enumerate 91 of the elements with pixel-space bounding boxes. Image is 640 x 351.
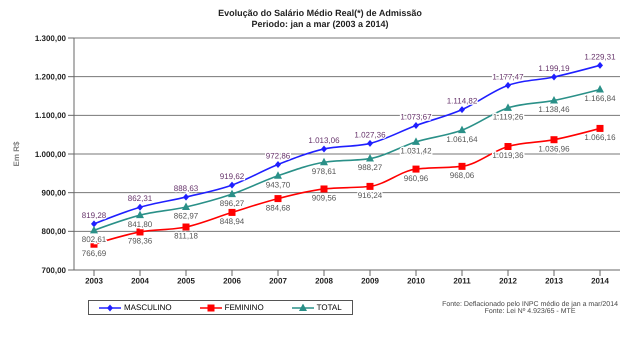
data-label: 1.061,64 — [446, 134, 478, 144]
point — [91, 220, 97, 228]
data-label: 960,96 — [404, 174, 429, 183]
chart-subtitle: Periodo: jan a mar (2003 a 2014) — [250, 19, 390, 30]
data-label: 943,70 — [266, 180, 291, 190]
point — [550, 96, 558, 104]
point — [229, 182, 235, 189]
data-label: 919,62 — [220, 172, 245, 182]
point — [366, 182, 374, 190]
x-tick-label: 2006 — [223, 276, 242, 286]
y-tick-label: 1.300,00 — [34, 34, 67, 43]
x-tick-label: 2014 — [591, 276, 610, 286]
x-tick-label: 2003 — [85, 276, 104, 286]
point — [183, 194, 189, 201]
point — [504, 103, 512, 111]
y-tick-label: 900,00 — [42, 188, 67, 198]
x-tick-label: 2007 — [269, 276, 288, 286]
point — [366, 154, 374, 162]
data-label: 1.027,36 — [354, 130, 386, 140]
point — [320, 158, 328, 166]
point — [182, 202, 190, 210]
y-tick-label: 1.200,00 — [34, 72, 67, 82]
data-label: 988,27 — [358, 163, 383, 172]
data-label: 968,06 — [450, 171, 475, 180]
legend-label: FEMININO — [224, 303, 264, 312]
point — [504, 143, 512, 150]
x-tick-label: 2012 — [499, 276, 518, 286]
point — [320, 185, 328, 192]
data-label: 841,80 — [128, 220, 153, 229]
point — [505, 82, 511, 89]
point — [551, 73, 557, 80]
point — [412, 137, 420, 145]
y-axis-title: Em R$ — [12, 141, 21, 166]
y-tick-label: 1.000,00 — [34, 150, 67, 159]
y-tick-label: 800,00 — [42, 227, 67, 236]
point — [321, 145, 327, 152]
data-label: 798,36 — [128, 236, 153, 246]
data-label: 1.138,46 — [538, 105, 570, 114]
data-label: 802,61 — [82, 235, 107, 244]
data-label: 1.229,31 — [584, 52, 616, 62]
point — [136, 210, 144, 218]
chart-title: Evolução do Salário Médio Real(*) de Admissão — [217, 8, 423, 19]
data-label: 978,61 — [312, 166, 337, 176]
x-tick-label: 2005 — [177, 276, 196, 286]
point — [90, 226, 98, 234]
x-tick-label: 2010 — [407, 276, 426, 286]
y-tick-label: 700,00 — [42, 266, 67, 275]
point — [550, 136, 558, 144]
point — [228, 190, 236, 198]
data-label: 848,94 — [220, 217, 245, 226]
point — [274, 195, 282, 202]
point — [136, 228, 144, 236]
data-label: 862,31 — [128, 194, 153, 204]
x-tick-label: 2011 — [453, 276, 472, 286]
point — [458, 162, 466, 170]
point — [412, 166, 420, 173]
x-tick-label: 2009 — [361, 276, 380, 286]
legend-label: TOTAL — [316, 303, 342, 312]
point — [228, 208, 236, 216]
x-tick-label: 2013 — [545, 276, 564, 286]
data-label: 888,63 — [174, 184, 199, 194]
point — [182, 224, 190, 231]
data-label: 916,24 — [358, 191, 383, 200]
point — [596, 84, 604, 92]
y-tick-label: 1.100,00 — [34, 111, 67, 120]
point — [367, 140, 373, 147]
data-label: 811,18 — [174, 232, 198, 241]
x-tick-label: 2008 — [315, 276, 334, 286]
data-label: 766,69 — [82, 248, 107, 258]
point — [275, 160, 281, 168]
x-tick-label: 2004 — [131, 276, 150, 286]
point — [459, 106, 465, 114]
point — [274, 171, 282, 179]
point — [596, 124, 604, 132]
point — [137, 204, 143, 211]
legend-label: MASCULINO — [123, 303, 172, 312]
data-label: 1.013,06 — [308, 136, 340, 145]
data-label: 1.066,16 — [584, 133, 616, 142]
data-label: 819,28 — [82, 210, 107, 220]
data-label: 909,56 — [312, 194, 337, 203]
data-label: 1.166,84 — [584, 94, 616, 104]
data-label: 1.199,19 — [538, 64, 570, 73]
data-label: 1.031,42 — [400, 146, 432, 156]
point — [597, 62, 603, 69]
point — [458, 126, 466, 134]
data-label: 896,27 — [220, 198, 245, 208]
data-label: 1.036,96 — [538, 144, 570, 154]
point — [413, 122, 419, 130]
data-label: 862,97 — [174, 212, 199, 221]
data-label: 1.114,82 — [446, 96, 478, 106]
data-label: 884,68 — [266, 203, 291, 212]
